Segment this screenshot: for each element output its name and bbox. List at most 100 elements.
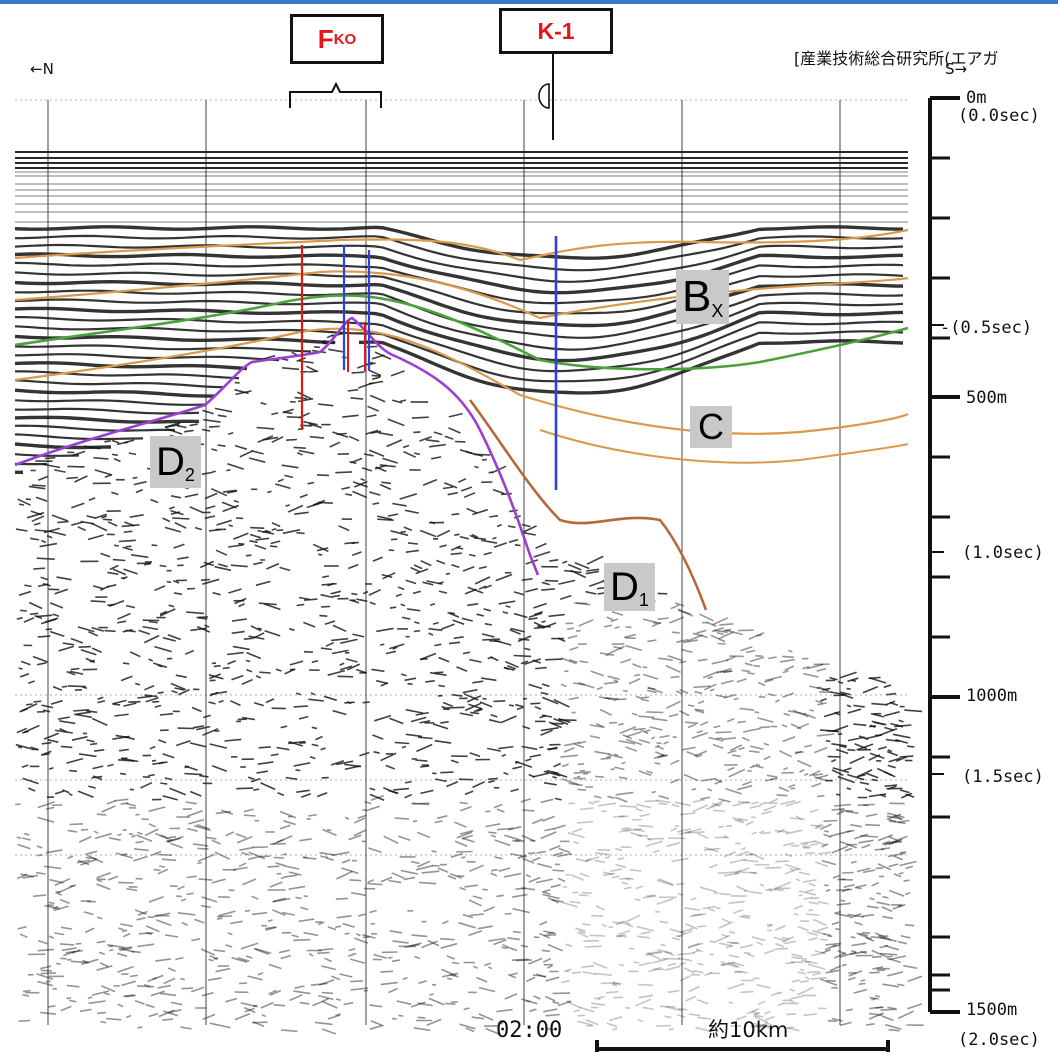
- basement-reflection: [616, 933, 627, 938]
- basement-reflection: [718, 921, 734, 929]
- basement-reflection: [113, 457, 121, 463]
- basement-reflection: [21, 837, 31, 841]
- basement-reflection: [825, 969, 840, 974]
- basement-reflection: [789, 988, 796, 992]
- basement-reflection: [379, 464, 396, 468]
- basement-reflection: [775, 699, 780, 703]
- basement-reflection: [257, 435, 274, 443]
- basement-reflection: [36, 853, 43, 857]
- basement-reflection: [683, 967, 696, 974]
- basement-reflection: [267, 865, 280, 868]
- basement-reflection: [368, 847, 382, 854]
- basement-reflection: [502, 943, 514, 950]
- basement-reflection: [803, 896, 813, 900]
- basement-reflection: [871, 720, 885, 726]
- basement-reflection: [162, 795, 179, 801]
- basement-reflection: [485, 823, 501, 828]
- basement-reflection: [28, 680, 35, 685]
- basement-reflection: [564, 670, 569, 673]
- basement-reflection: [869, 1006, 883, 1010]
- basement-reflection: [488, 777, 498, 781]
- basement-reflection: [875, 994, 880, 998]
- basement-reflection: [73, 709, 90, 712]
- basement-reflection: [551, 898, 564, 903]
- basement-reflection: [86, 854, 104, 864]
- basement-reflection: [797, 986, 814, 996]
- basement-reflection: [676, 828, 692, 833]
- basement-reflection: [824, 884, 829, 887]
- basement-reflection: [311, 743, 319, 747]
- basement-reflection: [765, 675, 782, 682]
- basement-reflection: [851, 942, 867, 947]
- basement-reflection: [225, 831, 235, 837]
- basement-reflection: [265, 926, 276, 930]
- basement-reflection: [554, 797, 562, 801]
- basement-reflection: [390, 530, 409, 537]
- basement-reflection: [293, 705, 308, 708]
- basement-reflection: [371, 668, 385, 673]
- basement-reflection: [117, 965, 134, 973]
- basement-reflection: [630, 831, 643, 838]
- basement-reflection: [540, 691, 549, 695]
- basement-reflection: [336, 870, 353, 880]
- basement-reflection: [587, 801, 595, 805]
- time-marker-label: 02:00: [496, 1018, 563, 1043]
- basement-reflection: [699, 721, 709, 726]
- basement-reflection: [467, 603, 479, 607]
- basement-reflection: [394, 741, 410, 745]
- basement-reflection: [622, 734, 633, 740]
- basement-reflection: [57, 716, 70, 720]
- basement-reflection: [539, 746, 544, 749]
- basement-reflection: [507, 664, 517, 670]
- basement-reflection: [577, 1014, 586, 1017]
- basement-reflection: [425, 680, 435, 683]
- basement-reflection: [16, 727, 28, 734]
- basement-reflection: [884, 1023, 902, 1031]
- basement-reflection: [874, 932, 892, 941]
- basement-reflection: [668, 1027, 674, 1031]
- basement-reflection: [642, 618, 658, 624]
- basement-reflection: [803, 672, 819, 678]
- basement-reflection: [831, 1017, 843, 1022]
- basement-reflection: [826, 730, 839, 733]
- basement-reflection: [231, 630, 245, 634]
- basement-reflection: [355, 668, 368, 674]
- basement-reflection: [194, 918, 205, 924]
- basement-reflection: [341, 858, 351, 864]
- basement-reflection: [831, 921, 840, 926]
- basement-reflection: [549, 844, 561, 851]
- basement-reflection: [83, 911, 94, 916]
- basement-reflection: [129, 514, 144, 518]
- basement-reflection: [369, 909, 377, 914]
- basement-reflection: [788, 649, 793, 653]
- basement-reflection: [324, 957, 332, 963]
- basement-reflection: [166, 427, 183, 435]
- basement-reflection: [75, 713, 92, 719]
- basement-reflection: [35, 871, 46, 875]
- basement-reflection: [860, 834, 879, 838]
- basement-reflection: [656, 742, 662, 745]
- basement-reflection: [514, 544, 521, 547]
- basement-reflection: [448, 427, 461, 434]
- basement-reflection: [151, 759, 157, 762]
- basement-reflection: [70, 960, 89, 964]
- basement-reflection: [882, 915, 894, 920]
- basement-reflection: [907, 745, 915, 748]
- basement-reflection: [734, 819, 744, 824]
- basement-reflection: [887, 971, 904, 977]
- basement-reflection: [168, 836, 177, 839]
- basement-reflection: [581, 965, 595, 969]
- basement-reflection: [37, 475, 48, 482]
- basement-reflection: [544, 827, 555, 832]
- basement-reflection: [679, 660, 687, 664]
- basement-reflection: [248, 851, 266, 860]
- basement-reflection: [125, 802, 137, 807]
- basement-reflection: [151, 544, 158, 547]
- basement-reflection: [532, 856, 541, 862]
- basement-reflection: [104, 629, 116, 633]
- basement-reflection: [211, 878, 226, 884]
- basement-reflection: [692, 798, 705, 803]
- basement-reflection: [765, 888, 773, 892]
- basement-reflection: [297, 391, 312, 400]
- basement-reflection: [36, 614, 53, 618]
